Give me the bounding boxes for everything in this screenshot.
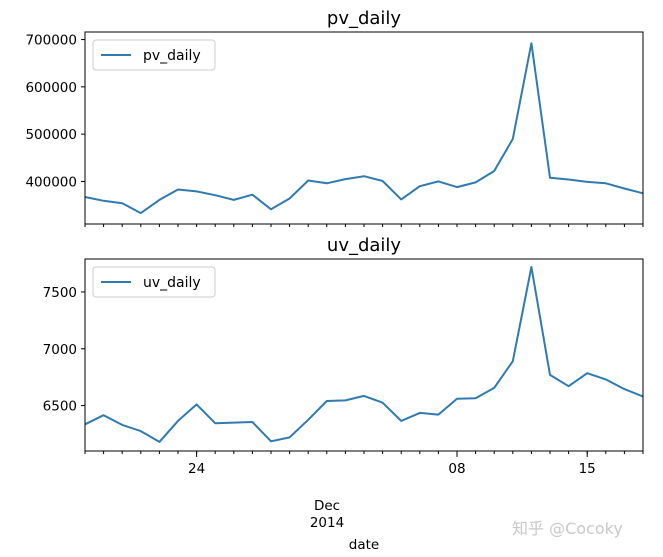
- y-tick-label: 7500: [43, 285, 77, 301]
- series-line: [84, 42, 644, 215]
- y-tick-label: 7000: [43, 342, 77, 358]
- y-tick-label: 400000: [25, 174, 77, 190]
- legend-label: uv_daily: [143, 275, 201, 291]
- y-tick-label: 600000: [25, 80, 77, 96]
- x-tick-label: 24: [188, 461, 205, 477]
- watermark: 知乎 @Cocoky: [512, 519, 623, 538]
- x-axis-label: date: [349, 537, 379, 553]
- x-month-label: Dec: [314, 498, 340, 514]
- pv-daily-panel: pv_daily 400000 500000 600000 700000 pv_daily: [25, 8, 644, 227]
- legend-box: [92, 266, 216, 298]
- panel-title: pv_daily: [327, 8, 402, 29]
- x-tick-label: 15: [579, 461, 596, 477]
- series-line: [84, 266, 644, 443]
- y-tick-label: 6500: [43, 399, 77, 415]
- panel-title: uv_daily: [327, 235, 402, 256]
- legend-label: pv_daily: [143, 48, 201, 64]
- legend-box: [92, 39, 216, 71]
- uv-daily-panel: uv_daily 6500 7000 7500 uv_daily: [43, 235, 644, 454]
- x-year-label: 2014: [310, 515, 344, 531]
- y-tick-label: 700000: [25, 33, 77, 49]
- y-tick-label: 500000: [25, 127, 77, 143]
- x-tick-label: 08: [448, 461, 465, 477]
